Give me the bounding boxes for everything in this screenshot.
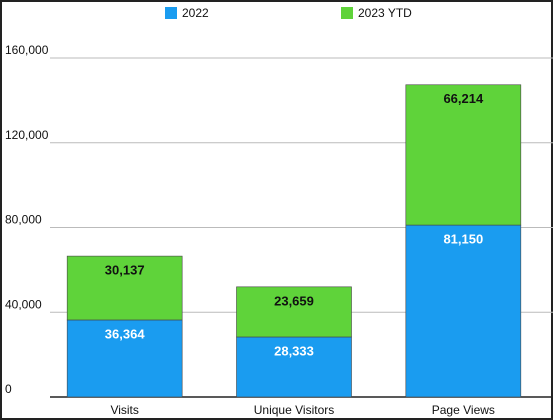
data-label: 23,659 [274,293,314,308]
bar-segment [66,319,183,398]
y-tick-label: 0 [5,382,12,396]
x-tick-label: Visits [110,403,138,417]
x-tick-label: Page Views [432,403,495,417]
legend-label: 2022 [182,6,209,20]
bar-segment [405,224,522,398]
legend-label: 2023 YTD [358,6,412,20]
y-tick-label: 160,000 [5,43,49,57]
bar-segment [236,286,352,338]
legend-swatch [341,7,353,19]
x-tick-label: Unique Visitors [254,403,334,417]
data-label: 30,137 [105,263,145,278]
data-label: 81,150 [443,232,483,247]
bar-segment [66,255,183,321]
bar-segment [405,84,522,226]
data-label: 66,214 [443,91,484,106]
data-label: 28,333 [274,343,314,358]
y-tick-label: 80,000 [5,213,42,227]
data-label: 36,364 [105,326,146,341]
y-tick-label: 40,000 [5,297,42,311]
legend-swatch [165,7,177,19]
y-tick-label: 120,000 [5,128,49,142]
